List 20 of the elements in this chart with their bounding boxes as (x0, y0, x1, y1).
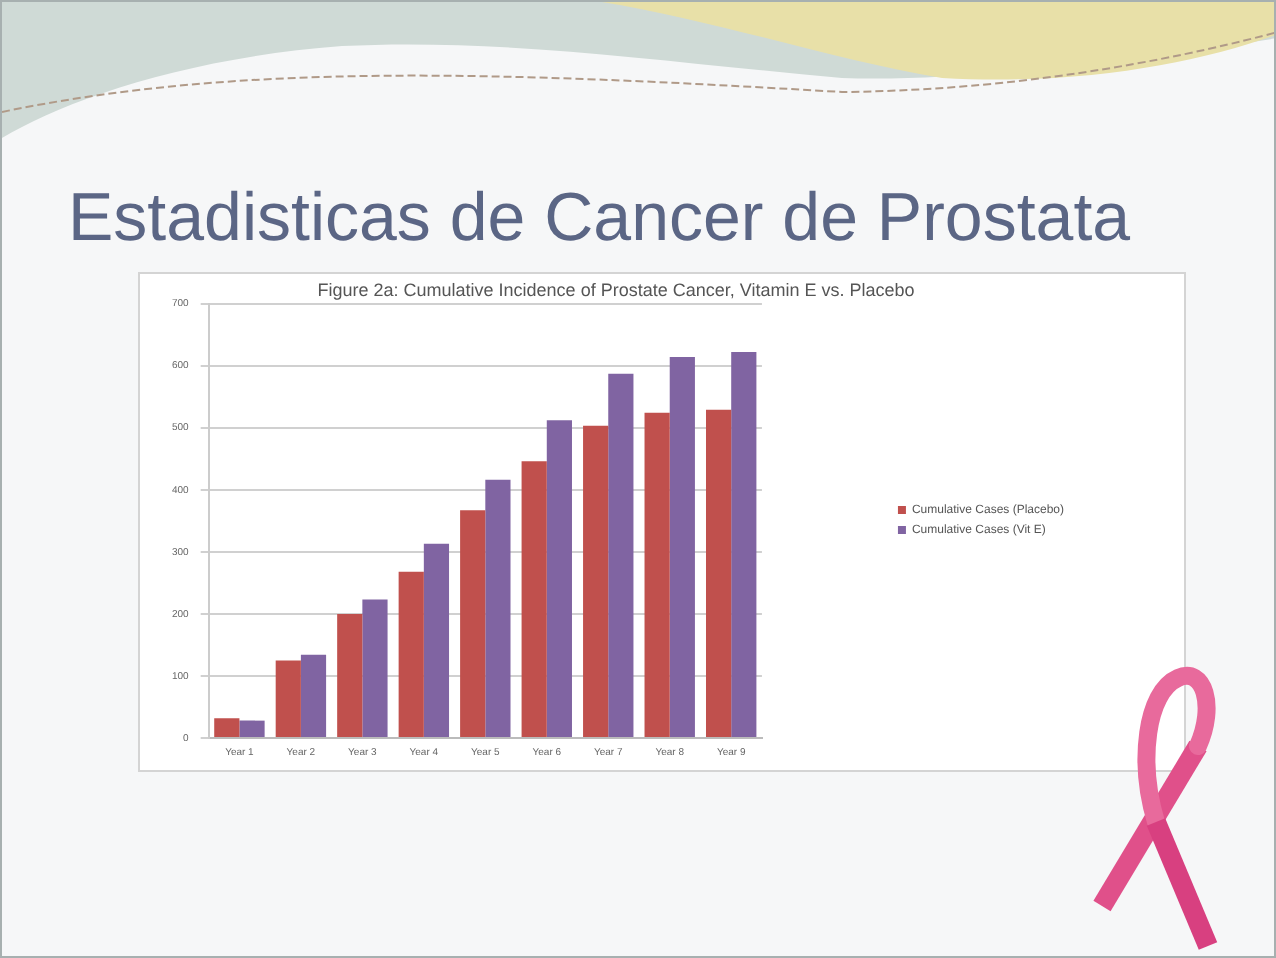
bar (337, 613, 363, 737)
bar (398, 571, 424, 737)
bar (669, 356, 695, 737)
bar (644, 412, 670, 737)
bar (214, 718, 240, 737)
bar (275, 660, 301, 737)
bar (300, 654, 327, 737)
bar (706, 409, 732, 737)
bar (521, 461, 547, 737)
chart-subtitle: Figure 2a: Cumulative Incidence of Prostate Cancer, Vitamin E vs. Placebo (317, 279, 915, 300)
bar (608, 373, 634, 737)
bar (546, 420, 572, 737)
bar (583, 425, 609, 737)
bar (423, 543, 450, 737)
chart-title: Estadisticas de Cancer de Prostata (68, 178, 1131, 258)
bar (239, 720, 265, 737)
bar (731, 352, 757, 737)
bar (485, 479, 511, 737)
bar (460, 510, 486, 737)
bar (362, 599, 388, 737)
